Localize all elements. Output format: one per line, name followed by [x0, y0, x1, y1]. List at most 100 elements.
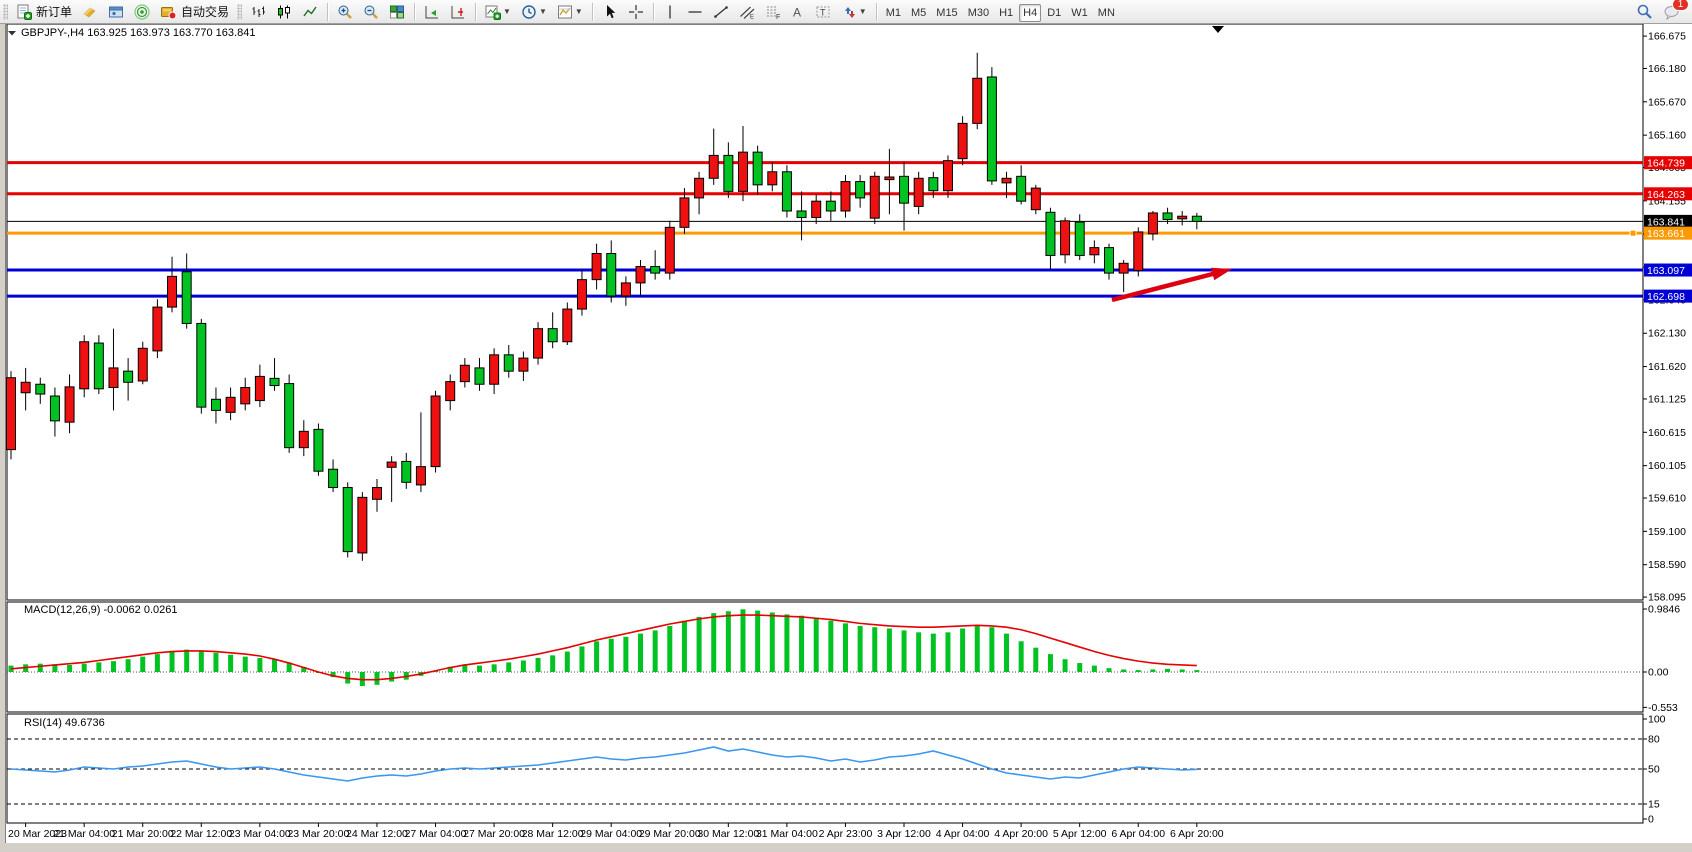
candle-down	[181, 271, 192, 324]
candle-up	[1030, 187, 1041, 211]
macd-histogram-bar	[506, 662, 512, 673]
text-label-button[interactable]: T	[811, 1, 835, 23]
signals-button[interactable]	[130, 1, 154, 23]
add-indicator-button[interactable]: ▼	[481, 1, 515, 23]
terminal-button[interactable]	[104, 1, 128, 23]
timeframe-button-m1[interactable]: M1	[885, 6, 901, 19]
candle-up	[489, 354, 500, 385]
timeframe-button-h1[interactable]: H1	[999, 6, 1014, 19]
candle-up	[708, 154, 719, 179]
macd-histogram-bar	[1091, 665, 1097, 673]
macd-histogram-bar	[638, 633, 644, 673]
channel-button[interactable]: E	[735, 1, 759, 23]
notifications-button[interactable]: 1	[1659, 0, 1689, 23]
timeframe-button-m30[interactable]: M30	[967, 6, 990, 19]
candle-up	[811, 200, 822, 219]
chart-shift-marker[interactable]	[1212, 26, 1224, 33]
toolbar-separator	[875, 2, 877, 21]
auto-scroll-button[interactable]	[420, 1, 444, 23]
macd-histogram-bar	[960, 628, 966, 673]
candle-up	[137, 347, 148, 382]
symbol-dropdown-icon[interactable]	[8, 31, 16, 36]
tile-windows-button[interactable]	[385, 1, 409, 23]
text-button[interactable]: A	[787, 1, 809, 23]
timeframe-button-m15[interactable]: M15	[936, 6, 958, 19]
macd-histogram-bar	[652, 630, 658, 673]
candle-up	[767, 171, 778, 186]
template-button[interactable]: ▼	[553, 1, 587, 23]
candle-up	[1177, 215, 1188, 220]
macd-histogram-bar	[594, 641, 600, 673]
price-tick-label: 159.610	[1648, 493, 1686, 505]
macd-tick-label: -0.553	[1648, 702, 1678, 714]
candle-up	[64, 386, 75, 423]
zoom-out-button[interactable]	[359, 1, 383, 23]
vertical-line-button[interactable]	[659, 1, 681, 23]
time-label: 23 Mar 20:00	[287, 828, 349, 840]
new-order-button[interactable]: 新订单	[12, 1, 76, 23]
dropdown-caret: ▼	[503, 7, 511, 16]
candle-up	[913, 177, 924, 207]
timeframe-button-h4[interactable]: H4	[1019, 3, 1042, 22]
cursor-icon	[606, 4, 615, 18]
candle-up	[1133, 231, 1144, 271]
crosshair-button[interactable]	[624, 1, 648, 23]
search-button[interactable]	[1632, 1, 1657, 23]
timeframe-button-d1[interactable]: D1	[1047, 6, 1062, 19]
toolbar-grip	[3, 3, 8, 20]
horizontal-line-button[interactable]	[683, 1, 707, 23]
trendline-button[interactable]	[709, 1, 733, 23]
macd-histogram-bar	[681, 620, 687, 673]
candle-down	[796, 210, 807, 219]
macd-histogram-bar	[608, 638, 614, 673]
chart-canvas[interactable]: 166.675166.180165.670165.160164.665164.1…	[0, 23, 1692, 847]
price-tick-label: 159.100	[1648, 526, 1686, 538]
svg-text:E: E	[750, 14, 754, 20]
candlestick-chart-button[interactable]	[272, 1, 296, 23]
rsi-tick-label: 0	[1648, 814, 1654, 826]
line-chart-button[interactable]	[298, 1, 322, 23]
macd-histogram-bar	[491, 664, 497, 673]
periods-button[interactable]: ▼	[517, 1, 551, 23]
rsi-label: RSI(14) 49.6736	[24, 717, 105, 729]
text-label-icon: T	[816, 6, 830, 17]
arrows-button[interactable]: ▼	[837, 1, 871, 23]
candle-down	[547, 328, 558, 343]
macd-histogram-bar	[711, 613, 717, 673]
timeframe-button-mn[interactable]: MN	[1097, 6, 1115, 19]
candlestick-chart-icon	[278, 5, 291, 18]
timeframe-button-w1[interactable]: W1	[1071, 6, 1088, 19]
cursor-button[interactable]	[598, 1, 622, 23]
fibonacci-button[interactable]: F	[761, 1, 785, 23]
candle-down	[752, 151, 763, 186]
timeframe-button-m5[interactable]: M5	[911, 6, 927, 19]
candle-up	[957, 122, 968, 160]
price-tick-label: 158.590	[1648, 559, 1686, 571]
candle-down	[1016, 175, 1027, 202]
time-label: 21 Mar 20:00	[112, 828, 174, 840]
text-icon: A	[793, 5, 801, 19]
candle-up	[459, 364, 470, 383]
candle-up	[1089, 247, 1100, 256]
bar-chart-button[interactable]	[246, 1, 270, 23]
macd-histogram-bar	[872, 627, 878, 673]
time-label: 22 Mar 12:00	[170, 828, 232, 840]
time-label: 3 Apr 12:00	[877, 828, 931, 840]
macd-histogram-bar	[520, 660, 526, 673]
trend-arrow-annotation[interactable]	[1111, 267, 1232, 303]
candle-up	[620, 282, 631, 297]
autotrading-button[interactable]: 自动交易	[156, 1, 233, 23]
new-order-label: 新订单	[36, 5, 73, 19]
zoom-in-button[interactable]	[333, 1, 357, 23]
line-endpoint-marker[interactable]	[1629, 229, 1637, 237]
chart-shift-button[interactable]	[446, 1, 470, 23]
macd-histogram-bar	[623, 636, 629, 673]
metaeditor-button[interactable]	[78, 1, 102, 23]
timeframe-toolbar: M1 M5 M15 M30 H1 H4 D1 W1 MN	[881, 3, 1120, 22]
macd-histogram-bar	[1135, 670, 1141, 673]
time-label: 5 Apr 12:00	[1053, 828, 1107, 840]
time-label: 27 Mar 20:00	[463, 828, 525, 840]
candle-up	[445, 381, 456, 402]
